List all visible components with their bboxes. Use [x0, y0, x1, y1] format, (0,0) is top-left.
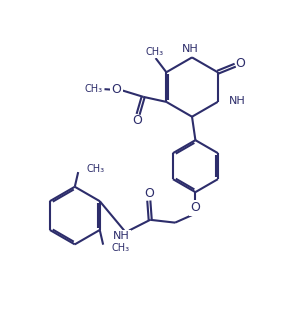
Text: O: O	[132, 114, 143, 127]
Text: O: O	[235, 57, 245, 70]
Text: NH: NH	[182, 44, 199, 54]
Text: NH: NH	[228, 96, 245, 106]
Text: O: O	[144, 187, 154, 200]
Text: NH: NH	[113, 230, 130, 241]
Text: O: O	[112, 83, 122, 96]
Text: CH₃: CH₃	[85, 84, 103, 94]
Text: O: O	[190, 202, 200, 214]
Text: CH₃: CH₃	[111, 243, 129, 253]
Text: CH₃: CH₃	[86, 164, 104, 174]
Text: CH₃: CH₃	[145, 47, 163, 57]
